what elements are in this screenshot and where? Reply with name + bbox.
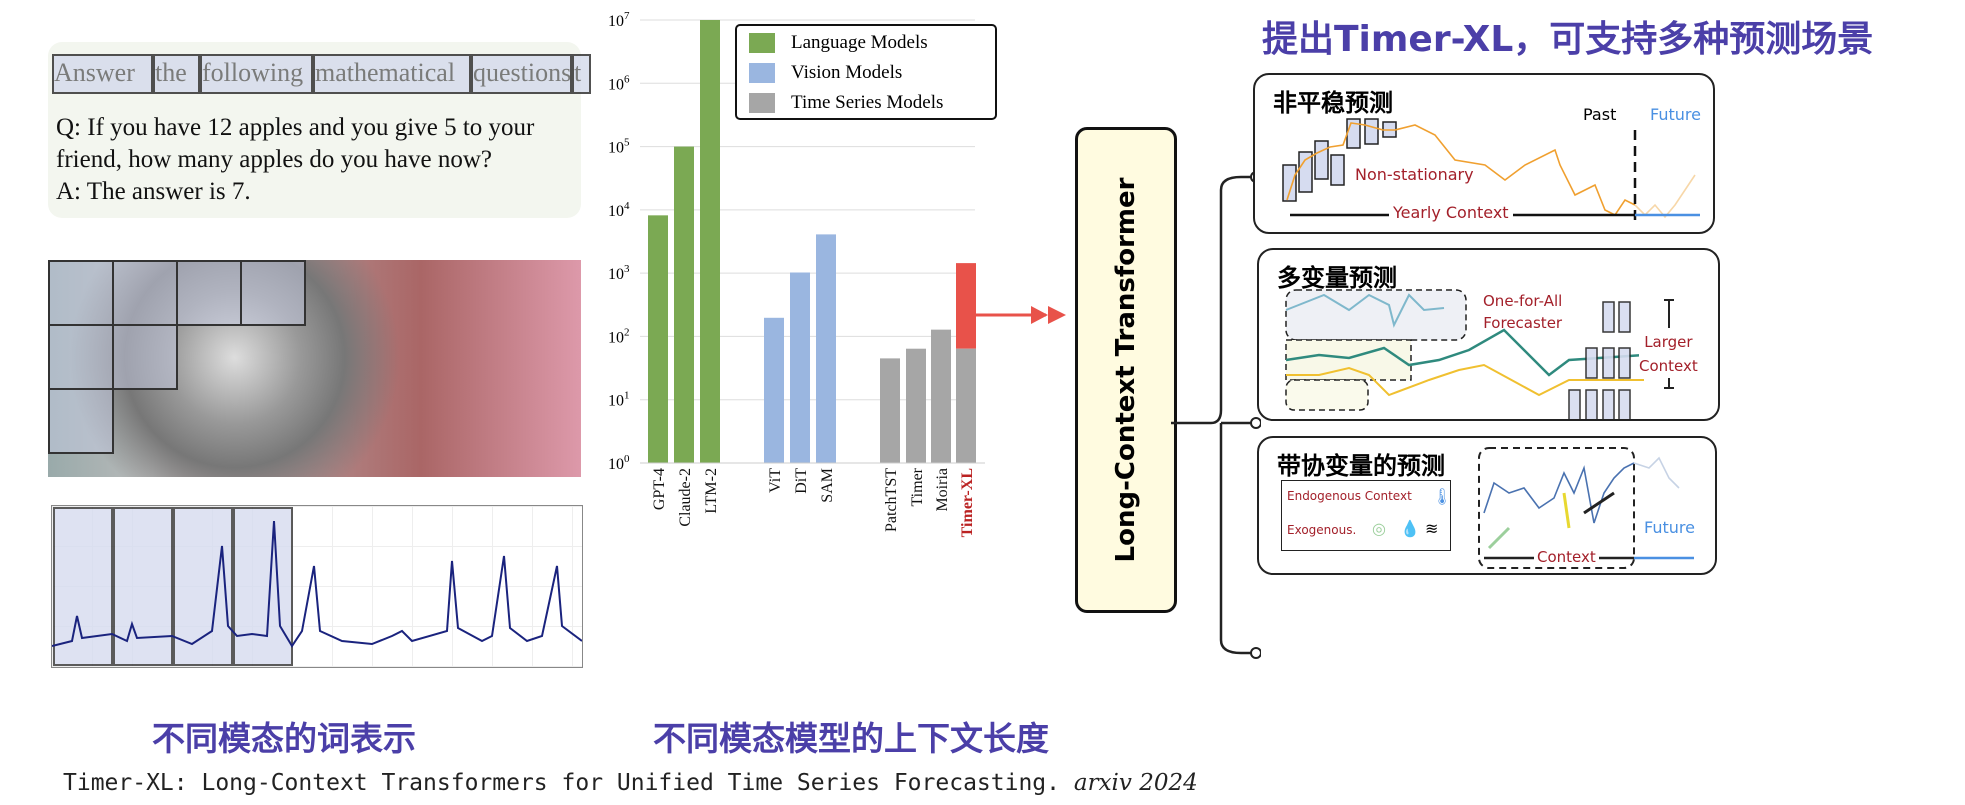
y-tick-label: 103 [608,263,630,283]
citation: Timer-XL: Long-Context Transformers for … [63,770,1198,796]
y-tick-label: 106 [608,73,630,93]
x-tick-label: LTM-2 [703,468,720,514]
x-tick-label: Moiria [934,468,951,512]
x-tick-label: DiT [793,468,810,494]
qa-line: friend, how many apples do you have now? [56,146,492,173]
bar [880,358,900,463]
x-tick-label: Timer-XL [959,468,976,537]
token-box: Answer [52,54,153,94]
text-token-example: Answer the following mathematical questi… [48,42,591,218]
x-tick-label: ViT [767,468,784,493]
qa-line: Q: If you have 12 apples and you give 5 … [56,114,535,141]
token-box: t [572,54,591,94]
bar-highlight [956,263,976,349]
thermometer-icon: 🌡 [1432,489,1453,506]
long-context-transformer-block: Long-Context Transformer [1075,127,1177,613]
future-label: Future [1650,105,1701,124]
bar [956,348,976,463]
yearly-context-label: Yearly Context [1389,203,1513,222]
panel-covariate: 带协变量的预测 Endogenous Context 🌡 Exogenous. … [1257,436,1717,575]
bar [931,329,951,463]
y-tick-label: 101 [608,390,630,410]
panel-non-stationary: 非平稳预测 Non-stationary Yearly Context Past… [1253,73,1715,234]
exogenous-label: Exogenous. [1287,523,1357,537]
panel-multivariate: 多变量预测 One-for-All Forecaster Larger Contex… [1257,248,1720,421]
y-tick-label: 105 [608,137,630,157]
bar [790,272,810,463]
bar [816,234,836,463]
token-box: following [200,54,313,94]
droplet-icon: 💧 [1400,521,1420,538]
y-tick-label: 107 [608,10,630,30]
past-label: Past [1583,105,1617,124]
y-tick-label: 100 [608,453,630,473]
endogenous-label: Endogenous Context [1287,489,1412,503]
x-tick-label: PatchTST [883,468,900,532]
arrow-icon [976,306,1066,324]
token-box: questions [471,54,572,94]
covariate-legend-box: Endogenous Context 🌡 Exogenous. ◎ 💧 ≋ [1281,480,1453,551]
x-tick-label: Timer [909,467,926,506]
legend-item: Time Series Models [749,92,943,114]
legend-item: Language Models [749,32,928,54]
qa-line: A: The answer is 7. [56,178,251,205]
panel-title: 带协变量的预测 [1277,452,1445,480]
wind-icon: ≋ [1425,521,1439,538]
y-tick-label: 102 [608,326,630,346]
caption-context-length: 不同模态模型的上下文长度 [653,719,1049,758]
bar [700,20,720,463]
x-tick-label: SAM [819,468,836,503]
one-for-all-label: One-for-All Forecaster [1483,292,1563,332]
x-tick-label: GPT-4 [651,468,668,510]
time-series-patches [51,505,583,668]
bar [764,317,784,463]
chart-legend: Language Models Vision Models Time Serie… [735,24,997,120]
y-tick-label: 104 [608,200,630,220]
context-label: Context [1534,548,1599,566]
legend-label: Time Series Models [791,92,944,113]
larger-context-label: Larger Context [1639,330,1698,378]
transformer-label: Long-Context Transformer [1111,177,1141,563]
panel-title: 非平稳预测 [1273,89,1393,117]
cat-image-patches [48,260,581,477]
branch-connector [1171,171,1261,659]
caption-token-representation: 不同模态的词表示 [152,719,416,758]
legend-item: Vision Models [749,62,902,84]
x-tick-label: Claude-2 [677,468,694,527]
context-length-chart: 100 101 102 103 104 105 106 107 GPT-4 Claude-2 LTM… [608,10,985,537]
legend-label: Vision Models [791,62,903,83]
slide-title: 提出Timer-XL，可支持多种预测场景 [1262,19,1874,60]
bar [648,215,668,463]
token-box: the [153,54,200,94]
bar [906,348,926,463]
gauge-icon: ◎ [1372,521,1386,538]
token-box: mathematical [313,54,471,94]
panel-title: 多变量预测 [1277,264,1397,292]
legend-label: Language Models [791,32,928,53]
non-stationary-label: Non-stationary [1355,165,1474,184]
future-label: Future [1644,518,1695,537]
bar [674,146,694,464]
